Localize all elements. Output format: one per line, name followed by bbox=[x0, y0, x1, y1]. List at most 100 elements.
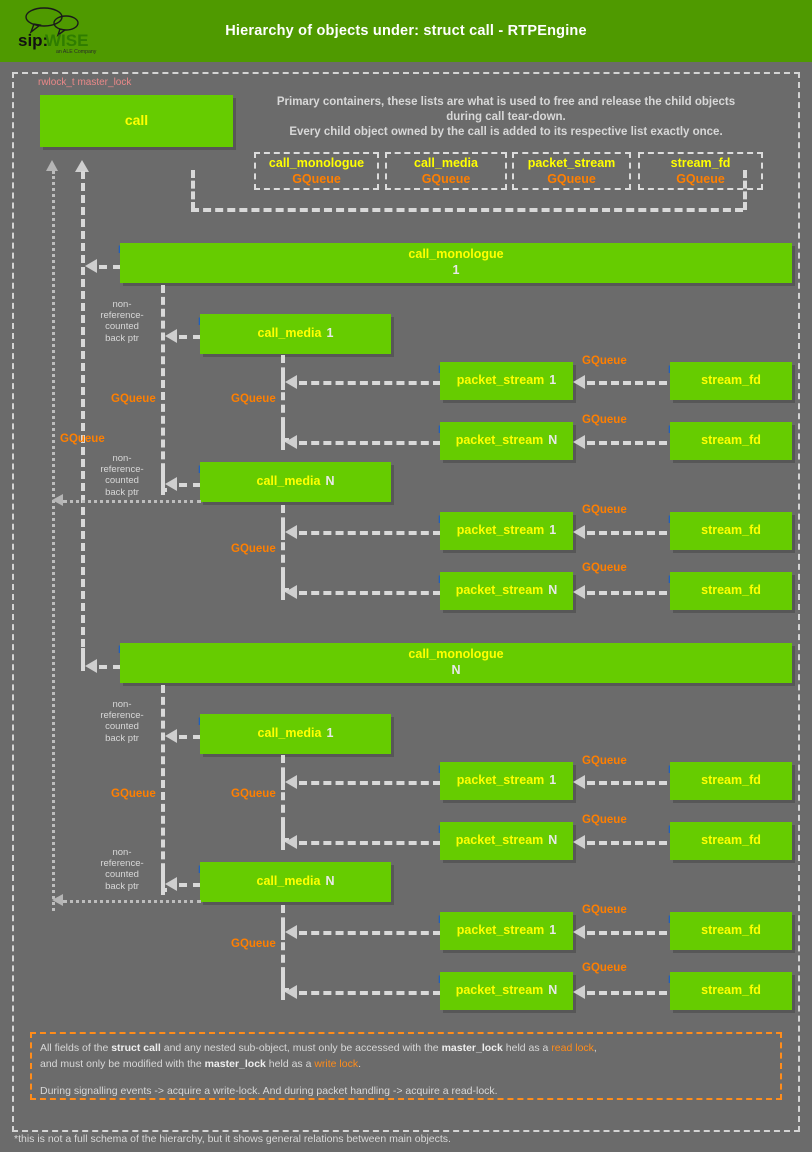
link-monologueN bbox=[99, 665, 121, 669]
note-spacer bbox=[40, 1073, 772, 1083]
gqueue-label-sfd-aN1: GQueue bbox=[582, 504, 627, 516]
link-streamfd-bN bbox=[587, 841, 667, 845]
node-name: stream_fd bbox=[701, 773, 761, 788]
link-pstream1-aN bbox=[299, 531, 441, 535]
link-media1 bbox=[179, 335, 201, 339]
tee-pstream-aN1 bbox=[281, 522, 285, 540]
node-packet-stream-1-bN: packet_stream 1 bbox=[440, 912, 573, 950]
gqueue-label-sfd-a1: GQueue bbox=[582, 355, 627, 367]
node-name: packet_stream bbox=[456, 773, 545, 788]
link-monologue1 bbox=[99, 265, 121, 269]
container-bracket-right bbox=[743, 170, 747, 210]
node-name: stream_fd bbox=[701, 833, 761, 848]
arrow-mediaN-to-monologue1 bbox=[165, 477, 177, 491]
container-type: GQueue bbox=[547, 172, 596, 186]
node-index: N bbox=[451, 663, 461, 677]
gqueue-label-call-media-list: GQueue bbox=[60, 433, 105, 445]
link-media1-b bbox=[179, 735, 201, 739]
dotted-return-b bbox=[63, 900, 201, 903]
arrow-pstreamN-to-mediaN bbox=[285, 585, 297, 599]
node-name: call_media bbox=[256, 874, 321, 889]
node-name: packet_stream bbox=[455, 583, 544, 598]
node-packet-stream-N-b: packet_stream N bbox=[440, 822, 573, 860]
non-ref-counted-label: non-reference-counted back ptr bbox=[100, 453, 144, 498]
node-packet-stream-1-b: packet_stream 1 bbox=[440, 762, 573, 800]
spine-dashed-media-a bbox=[161, 285, 165, 495]
link-streamfd-aN bbox=[587, 441, 667, 445]
node-name: packet_stream bbox=[455, 983, 544, 998]
gqueue-label-pstream-bN: GQueue bbox=[231, 938, 276, 950]
node-name: packet_stream bbox=[456, 373, 545, 388]
node-stream-fd-b1: stream_fd bbox=[670, 762, 792, 800]
svg-text:WISE: WISE bbox=[45, 31, 88, 50]
node-name: call_media bbox=[257, 326, 322, 341]
link-streamfd-b1 bbox=[587, 781, 667, 785]
container-name: call_media bbox=[414, 155, 478, 170]
node-name: packet_stream bbox=[455, 833, 544, 848]
description-line-3: Every child object owned by the call is … bbox=[289, 126, 723, 139]
node-call: call bbox=[40, 95, 233, 147]
sipwise-logo: sip: WISE an ALE Company bbox=[14, 6, 114, 56]
gqueue-label-sfd-bN1: GQueue bbox=[582, 904, 627, 916]
link-pstream1-a bbox=[299, 381, 441, 385]
node-packet-stream-N-a: packet_stream N bbox=[440, 422, 573, 460]
node-stream-fd-aN: stream_fd bbox=[670, 422, 792, 460]
link-streamfd-bN1 bbox=[587, 931, 667, 935]
arrow-pstream1-to-mediaN bbox=[285, 525, 297, 539]
node-stream-fd-bN: stream_fd bbox=[670, 822, 792, 860]
link-pstreamN-b bbox=[299, 841, 441, 845]
arrow-monologueN-to-call bbox=[85, 659, 97, 673]
link-mediaN-b bbox=[179, 883, 201, 887]
node-name: packet_stream bbox=[456, 923, 545, 938]
spine-dashed-media-b bbox=[161, 685, 165, 895]
node-name: call_monologue bbox=[408, 647, 504, 662]
node-index: N bbox=[548, 833, 558, 848]
node-index: 1 bbox=[549, 373, 557, 388]
node-call-label: call bbox=[124, 112, 149, 129]
link-pstream1-bN bbox=[299, 931, 441, 935]
non-ref-counted-label: non-reference-counted back ptr bbox=[100, 299, 144, 344]
node-index: 1 bbox=[326, 326, 334, 341]
container-bracket-bottom bbox=[191, 208, 743, 212]
node-name: stream_fd bbox=[701, 923, 761, 938]
svg-text:sip:: sip: bbox=[18, 31, 48, 50]
non-ref-counted-label: non-reference-counted back ptr bbox=[100, 847, 144, 892]
container-bracket-left bbox=[191, 170, 195, 210]
node-index: N bbox=[548, 433, 558, 448]
arrow-pstreamN-to-media1-b bbox=[285, 835, 297, 849]
spine-dashed-pstream-aN bbox=[281, 505, 285, 600]
gqueue-label-sfd-aNN: GQueue bbox=[582, 562, 627, 574]
gqueue-label-sfd-b: GQueue bbox=[231, 788, 276, 800]
arrow-streamfd-to-pstream1-a bbox=[573, 375, 585, 389]
node-stream-fd-bN1: stream_fd bbox=[670, 912, 792, 950]
node-index: 1 bbox=[452, 263, 460, 277]
container-call-media: call_media GQueue bbox=[385, 152, 507, 190]
dotted-return-a bbox=[63, 500, 201, 503]
node-call-monologue-1: call_monologue 1 bbox=[120, 243, 792, 283]
description-line-2: during call tear-down. bbox=[446, 111, 566, 124]
node-call-media-1: call_media 1 bbox=[200, 314, 391, 354]
arrow-streamfd-to-pstreamN-aN bbox=[573, 585, 585, 599]
note-line-2: and must only be modified with the maste… bbox=[40, 1058, 362, 1071]
node-name: packet_stream bbox=[456, 523, 545, 538]
node-name: packet_stream bbox=[455, 433, 544, 448]
elbow-media-aN bbox=[161, 470, 167, 492]
arrow-streamfd-to-pstream1-b bbox=[573, 775, 585, 789]
spine-dashed-pstream-a bbox=[281, 355, 285, 450]
arrow-streamfd-to-pstreamN-b bbox=[573, 835, 585, 849]
arrow-streamfd-to-pstream1-aN bbox=[573, 525, 585, 539]
container-name: stream_fd bbox=[670, 155, 731, 170]
node-packet-stream-1-a: packet_stream 1 bbox=[440, 362, 573, 400]
gqueue-label-sfd-bNN: GQueue bbox=[582, 962, 627, 974]
container-name: packet_stream bbox=[527, 155, 616, 170]
arrow-media1-to-monologueN bbox=[165, 729, 177, 743]
link-pstream1-b bbox=[299, 781, 441, 785]
arrow-streamfd-to-pstreamN-a bbox=[573, 435, 585, 449]
arrow-streamfd-to-pstream1-bN bbox=[573, 925, 585, 939]
node-name: stream_fd bbox=[701, 373, 761, 388]
container-type: GQueue bbox=[421, 172, 471, 186]
container-call-monologue: call_monologue GQueue bbox=[254, 152, 379, 190]
node-packet-stream-1-aN: packet_stream 1 bbox=[440, 512, 573, 550]
link-mediaN-a bbox=[179, 483, 201, 487]
node-stream-fd-bNN: stream_fd bbox=[670, 972, 792, 1010]
